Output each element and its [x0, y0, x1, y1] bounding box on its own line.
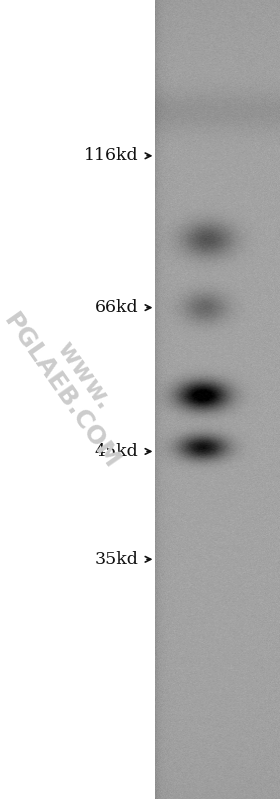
Text: 35kd: 35kd: [95, 551, 139, 568]
Text: 66kd: 66kd: [95, 299, 139, 316]
Text: 45kd: 45kd: [95, 443, 139, 460]
Text: 116kd: 116kd: [84, 147, 139, 165]
Text: www.
PGLAEB.COM: www. PGLAEB.COM: [0, 293, 147, 474]
